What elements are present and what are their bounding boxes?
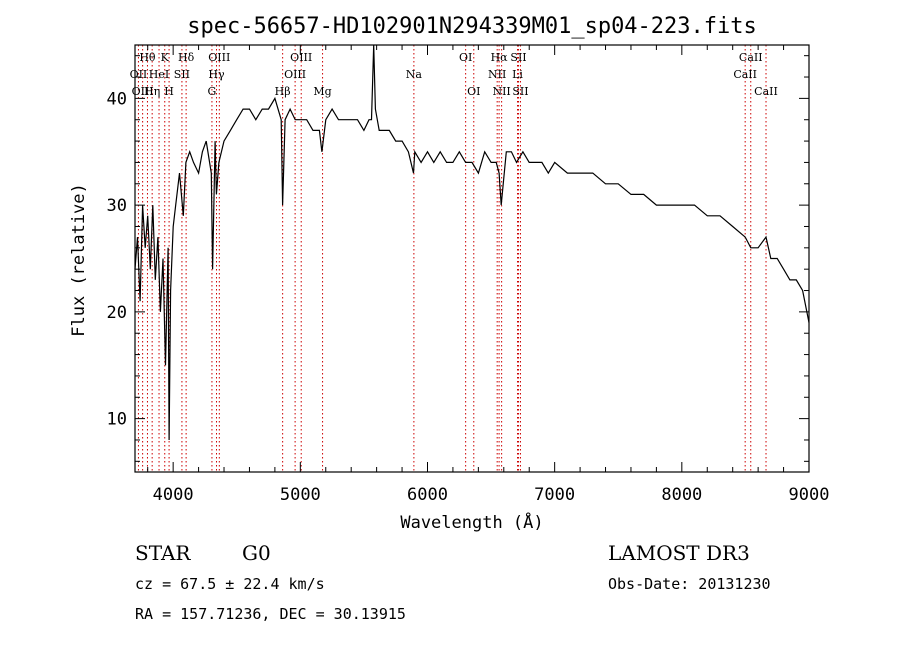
spectral-line-label: SII [512,85,528,98]
spectral-line-label: HeI [149,68,169,81]
spectral-line-label: Li [512,68,523,81]
spectral-line-label: K [161,51,170,64]
y-axis-label: Flux (relative) [69,183,89,337]
y-tick-label: 40 [107,89,127,109]
spectral-line-label: OIII [132,85,154,98]
y-tick-label: 20 [107,303,127,323]
spectral-line-label: OIII [208,51,230,64]
observation-date: Obs-Date: 20131230 [608,575,771,593]
spectral-line-label: OII [130,68,148,81]
y-axis: 10 20 30 40 [107,55,809,462]
spectral-line-label: OI [467,85,480,98]
x-tick-label: 4000 [153,485,194,505]
x-tick-label: 9000 [789,485,830,505]
spectral-line-label: Mg [313,85,331,98]
survey-name: LAMOST DR3 [608,541,750,565]
spectral-line-label: OIII [290,51,312,64]
spectral-line-label: Hγ [208,68,225,81]
spectral-line-label: OI [459,51,472,64]
spectral-line-label: SII [174,68,190,81]
spectral-line-label: Hβ [275,85,291,98]
object-subclass: G0 [242,541,271,565]
object-class: STAR [135,541,191,565]
spectral-line-label: H [164,85,174,98]
spectral-line-label: CaII [739,51,763,64]
spectral-line-label: G [208,85,217,98]
x-axis-label: Wavelength (Å) [400,511,543,533]
spectral-line-label: NII [488,68,506,81]
spectral-line-label: Hα [491,51,509,64]
redshift-velocity: cz = 67.5 ± 22.4 km/s [135,575,325,593]
spectrum-line [134,44,810,441]
spectral-line-label: OIII [284,68,306,81]
x-tick-label: 6000 [407,485,448,505]
ra-dec-coordinates: RA = 157.71236, DEC = 30.13915 [135,605,406,623]
x-axis: 4000 5000 6000 7000 8000 9000 [147,45,830,505]
plot-frame [134,44,810,473]
spectral-line-label: CaII [754,85,778,98]
x-tick-label: 8000 [661,485,702,505]
x-tick-label: 5000 [280,485,321,505]
spectral-line-label: SII [510,51,526,64]
spectral-line-label: Hδ [178,51,195,64]
x-tick-label: 7000 [534,485,575,505]
y-tick-label: 30 [107,196,127,216]
spectral-line-label: NII [492,85,510,98]
spectral-line-label: Hθ [139,51,156,64]
y-tick-label: 10 [107,410,127,430]
spectral-line-label: CaII [733,68,757,81]
spectral-line-label: Na [406,68,423,81]
chart-title: spec-56657-HD102901N294339M01_sp04-223.f… [187,14,757,39]
spectral-line-markers [137,45,767,472]
spectral-line-label: Hη [144,85,160,98]
